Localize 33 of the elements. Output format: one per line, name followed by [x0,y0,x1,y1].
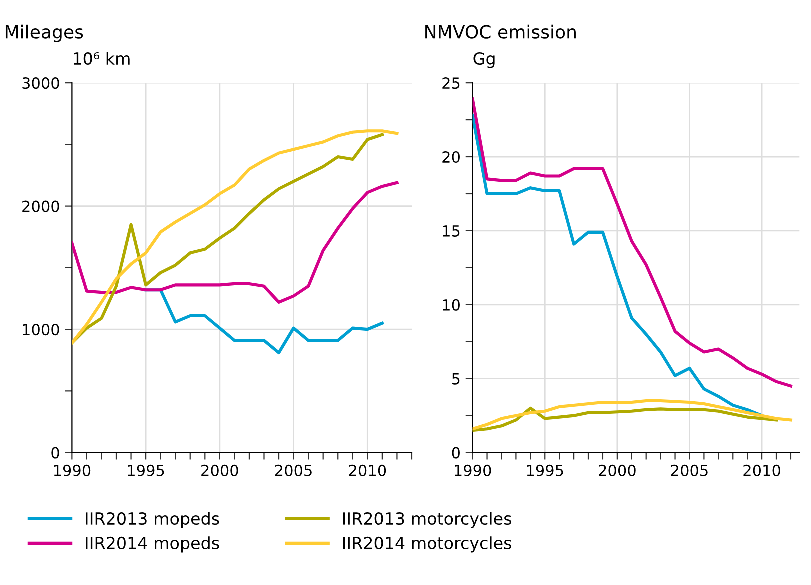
y-axis-title: 10⁶ km [74,52,130,66]
x-tick-label: 2010 [349,464,386,476]
chart-title: NMVOC emission [426,24,576,39]
line-series [72,181,399,304]
chart-title: Mileages [6,24,84,42]
y-axis-title: Gg [474,52,495,68]
x-tick-label: 2010 [744,464,780,476]
y-tick-label: 5 [452,374,460,385]
legend-label: IIR2013 mopeds [86,512,220,528]
x-tick-label: 1990 [455,464,492,476]
y-tick-label: 25 [442,78,460,90]
y-tick-label: 15 [443,226,460,237]
legend-label: IIR2013 motorcycles [343,512,512,528]
x-tick-label: 1995 [527,464,564,476]
x-tick-label: 1995 [128,464,164,476]
y-tick-label: 20 [442,151,460,164]
x-tick-label: 2000 [599,464,636,476]
y-tick-label: 2000 [22,200,60,212]
line-series [472,400,792,431]
y-tick-label: 3000 [22,78,60,90]
y-tick-label: 1000 [23,324,60,336]
legend-label: IIR2014 mopeds [86,536,220,553]
legend-label: IIR2014 motorcycles [343,536,512,553]
y-tick-label: 0 [52,447,60,459]
x-tick-label: 2005 [275,464,312,476]
y-tick-label: 10 [443,299,460,311]
x-tick-label: 2000 [202,464,238,476]
line-series [472,114,764,418]
y-tick-label: 0 [452,447,460,459]
x-tick-label: 2005 [671,464,708,476]
x-tick-label: 1990 [54,464,91,476]
line-series [472,406,778,432]
line-series [472,98,792,388]
